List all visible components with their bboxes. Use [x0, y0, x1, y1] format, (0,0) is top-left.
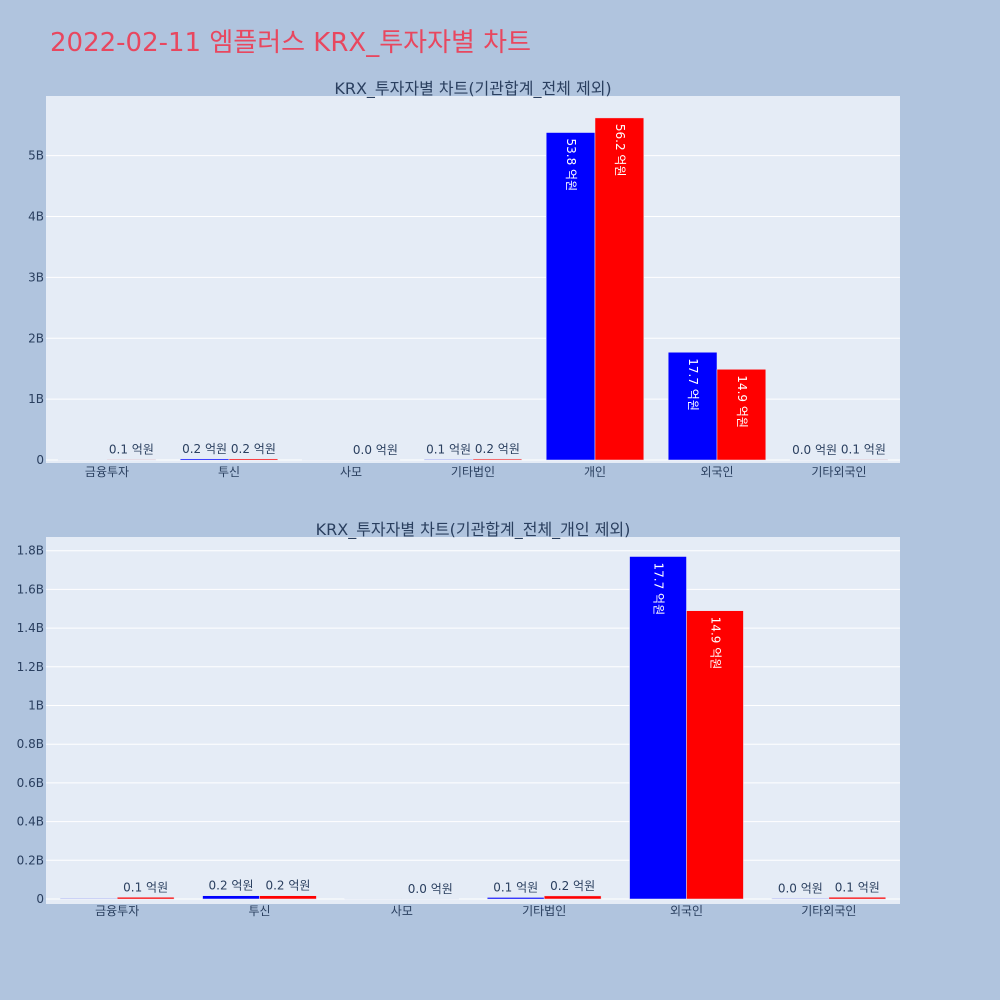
x-tick-label: 기타외국인 [811, 465, 866, 479]
y-tick-label: 5B [28, 149, 44, 163]
data-label: 14.9 억원 [735, 375, 749, 428]
data-label: 0.1 억원 [109, 442, 154, 456]
y-tick-label: 0 [36, 892, 44, 906]
bar-red [116, 897, 175, 900]
y-tick-label: 1.2B [17, 660, 44, 674]
x-tick-label: 개인 [584, 465, 606, 479]
bar-red [228, 458, 279, 461]
data-label: 17.7 억원 [686, 358, 700, 411]
x-tick-label: 사모 [391, 904, 413, 918]
y-tick-label: 2B [28, 331, 44, 345]
bar-red [716, 369, 767, 461]
bar-blue [57, 459, 108, 461]
data-label: 0.2 억원 [182, 442, 227, 456]
y-tick-label: 1.8B [17, 544, 44, 558]
data-label: 14.9 억원 [708, 617, 722, 670]
x-tick-label: 사모 [340, 465, 362, 479]
data-label: 0.2 억원 [231, 442, 276, 456]
data-label: 0.2 억원 [550, 879, 595, 893]
bar-red [106, 459, 157, 461]
data-label: 0.1 억원 [123, 880, 168, 894]
y-tick-label: 0 [36, 453, 44, 467]
bar-blue [59, 898, 118, 900]
data-label: 0.1 억원 [841, 442, 886, 456]
data-label: 53.8 억원 [564, 139, 578, 192]
chart-lower: KRX_투자자별 차트(기관합계_전체_개인 제외) 0 0.2B 0.4B 0.6B 0… [17, 520, 900, 918]
y-tick-label: 0.8B [17, 737, 44, 751]
data-label: 0.0 억원 [408, 882, 453, 896]
x-tick-label: 기타법인 [522, 904, 566, 918]
bar-red [259, 895, 317, 900]
bar-blue [202, 895, 260, 900]
bar-red [828, 897, 887, 900]
x-tick-label: 금융투자 [85, 465, 129, 479]
bar-blue [629, 556, 687, 900]
plot-area [46, 537, 900, 904]
x-tick-label: 외국인 [700, 465, 733, 479]
bar-blue [301, 459, 352, 461]
chart-upper: KRX_투자자별 차트(기관합계_전체 제외) 0 1B 2B 3B 4B 5B 0.1 억원… [28, 79, 900, 479]
y-tick-label: 0.6B [17, 776, 44, 790]
data-label: 0.0 억원 [792, 443, 837, 457]
y-tick-label: 4B [28, 210, 44, 224]
plot-area [46, 96, 900, 463]
x-tick-label: 외국인 [670, 904, 703, 918]
chart-title: KRX_투자자별 차트(기관합계_전체 제외) [334, 79, 611, 99]
bar-blue [667, 352, 718, 461]
x-tick-label: 기타법인 [451, 465, 495, 479]
data-label: 0.0 억원 [353, 443, 398, 457]
bar-blue [344, 898, 403, 900]
data-label: 0.2 억원 [475, 442, 520, 456]
y-tick-label: 0.4B [17, 815, 44, 829]
y-tick-label: 3B [28, 270, 44, 284]
bar-red [543, 895, 602, 900]
bar-blue [179, 458, 230, 461]
y-tick-label: 1B [28, 392, 44, 406]
bar-red [350, 459, 401, 461]
data-label: 0.1 억원 [835, 880, 880, 894]
data-label: 56.2 억원 [613, 124, 627, 177]
data-label: 0.0 억원 [778, 881, 823, 895]
x-tick-label: 기타외국인 [801, 904, 856, 918]
data-label: 0.2 억원 [265, 879, 310, 893]
x-tick-label: 투신 [248, 904, 270, 918]
data-label: 17.7 억원 [652, 563, 666, 616]
x-tick-label: 금융투자 [95, 904, 139, 918]
data-label: 0.1 억원 [426, 442, 471, 456]
chart-title: KRX_투자자별 차트(기관합계_전체_개인 제외) [316, 520, 631, 540]
y-tick-label: 1.6B [17, 582, 44, 596]
page-title: 2022-02-11 엠플러스 KRX_투자자별 차트 [50, 28, 532, 58]
bar-red [838, 459, 889, 461]
y-tick-label: 0.2B [17, 853, 44, 867]
bar-blue [423, 459, 474, 461]
bar-blue [789, 459, 840, 461]
data-label: 0.2 억원 [209, 879, 254, 893]
bar-blue [486, 897, 545, 900]
x-tick-label: 투신 [218, 465, 240, 479]
bar-red [594, 117, 645, 461]
bar-blue [771, 898, 830, 900]
y-tick-label: 1.4B [17, 621, 44, 635]
bar-red [472, 458, 523, 461]
data-label: 0.1 억원 [493, 880, 538, 894]
bar-red [686, 610, 744, 900]
bar-red [401, 898, 460, 900]
y-tick-label: 1B [28, 699, 44, 713]
